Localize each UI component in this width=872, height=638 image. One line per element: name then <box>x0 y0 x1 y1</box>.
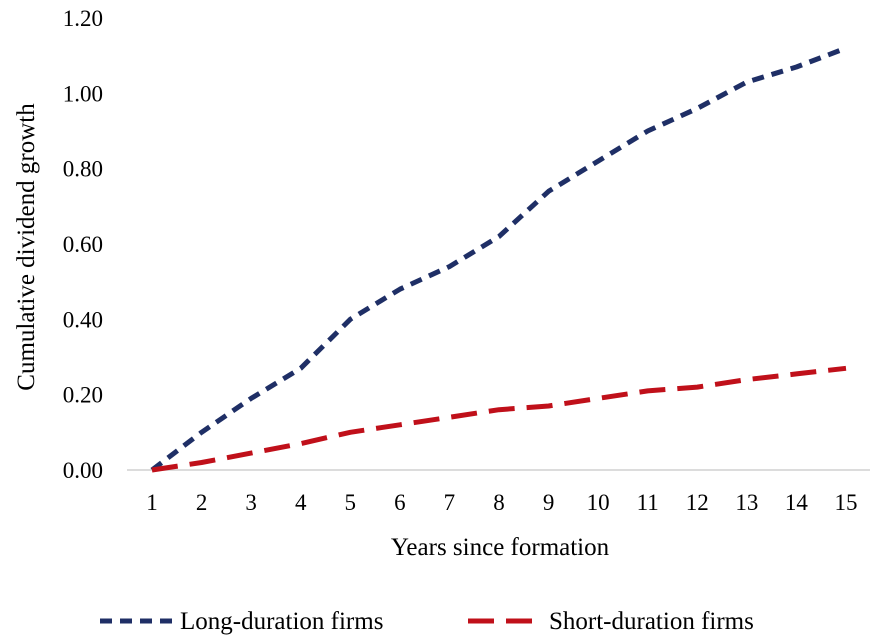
y-axis-ticks: 0.00 0.20 0.40 0.60 0.80 1.00 1.20 <box>63 6 103 483</box>
x-tick-label: 6 <box>394 490 406 515</box>
x-tick-label: 1 <box>146 490 158 515</box>
legend-label-short-duration: Short-duration firms <box>549 608 754 635</box>
x-axis-ticks: 1 2 3 4 5 6 7 8 9 10 11 12 13 14 15 <box>146 490 857 515</box>
x-tick-label: 11 <box>637 490 659 515</box>
y-tick-label: 0.00 <box>63 458 103 483</box>
x-tick-label: 8 <box>493 490 505 515</box>
y-axis-title: Cumulative dividend growth <box>13 103 40 391</box>
series-line-long-duration <box>150 45 847 472</box>
x-tick-label: 5 <box>345 490 357 515</box>
y-tick-label: 0.80 <box>63 157 103 182</box>
y-tick-label: 1.20 <box>63 6 103 31</box>
y-tick-label: 1.00 <box>63 81 103 106</box>
x-tick-label: 15 <box>835 490 858 515</box>
x-axis-title: Years since formation <box>391 534 610 561</box>
y-tick-label: 0.60 <box>63 232 103 257</box>
x-tick-label: 14 <box>785 490 809 515</box>
x-tick-label: 2 <box>196 490 208 515</box>
x-tick-label: 13 <box>735 490 758 515</box>
series-layer <box>150 45 847 473</box>
x-tick-label: 4 <box>295 490 307 515</box>
y-tick-label: 0.20 <box>63 383 103 408</box>
legend-label-long-duration: Long-duration firms <box>180 608 383 635</box>
y-tick-label: 0.40 <box>63 307 103 332</box>
legend: Long-duration firms Short-duration firms <box>100 608 754 635</box>
x-tick-label: 10 <box>587 490 610 515</box>
x-tick-label: 3 <box>245 490 257 515</box>
x-tick-label: 7 <box>444 490 456 515</box>
series-line-short-duration <box>151 365 847 473</box>
x-tick-label: 12 <box>686 490 709 515</box>
x-tick-label: 9 <box>543 490 555 515</box>
